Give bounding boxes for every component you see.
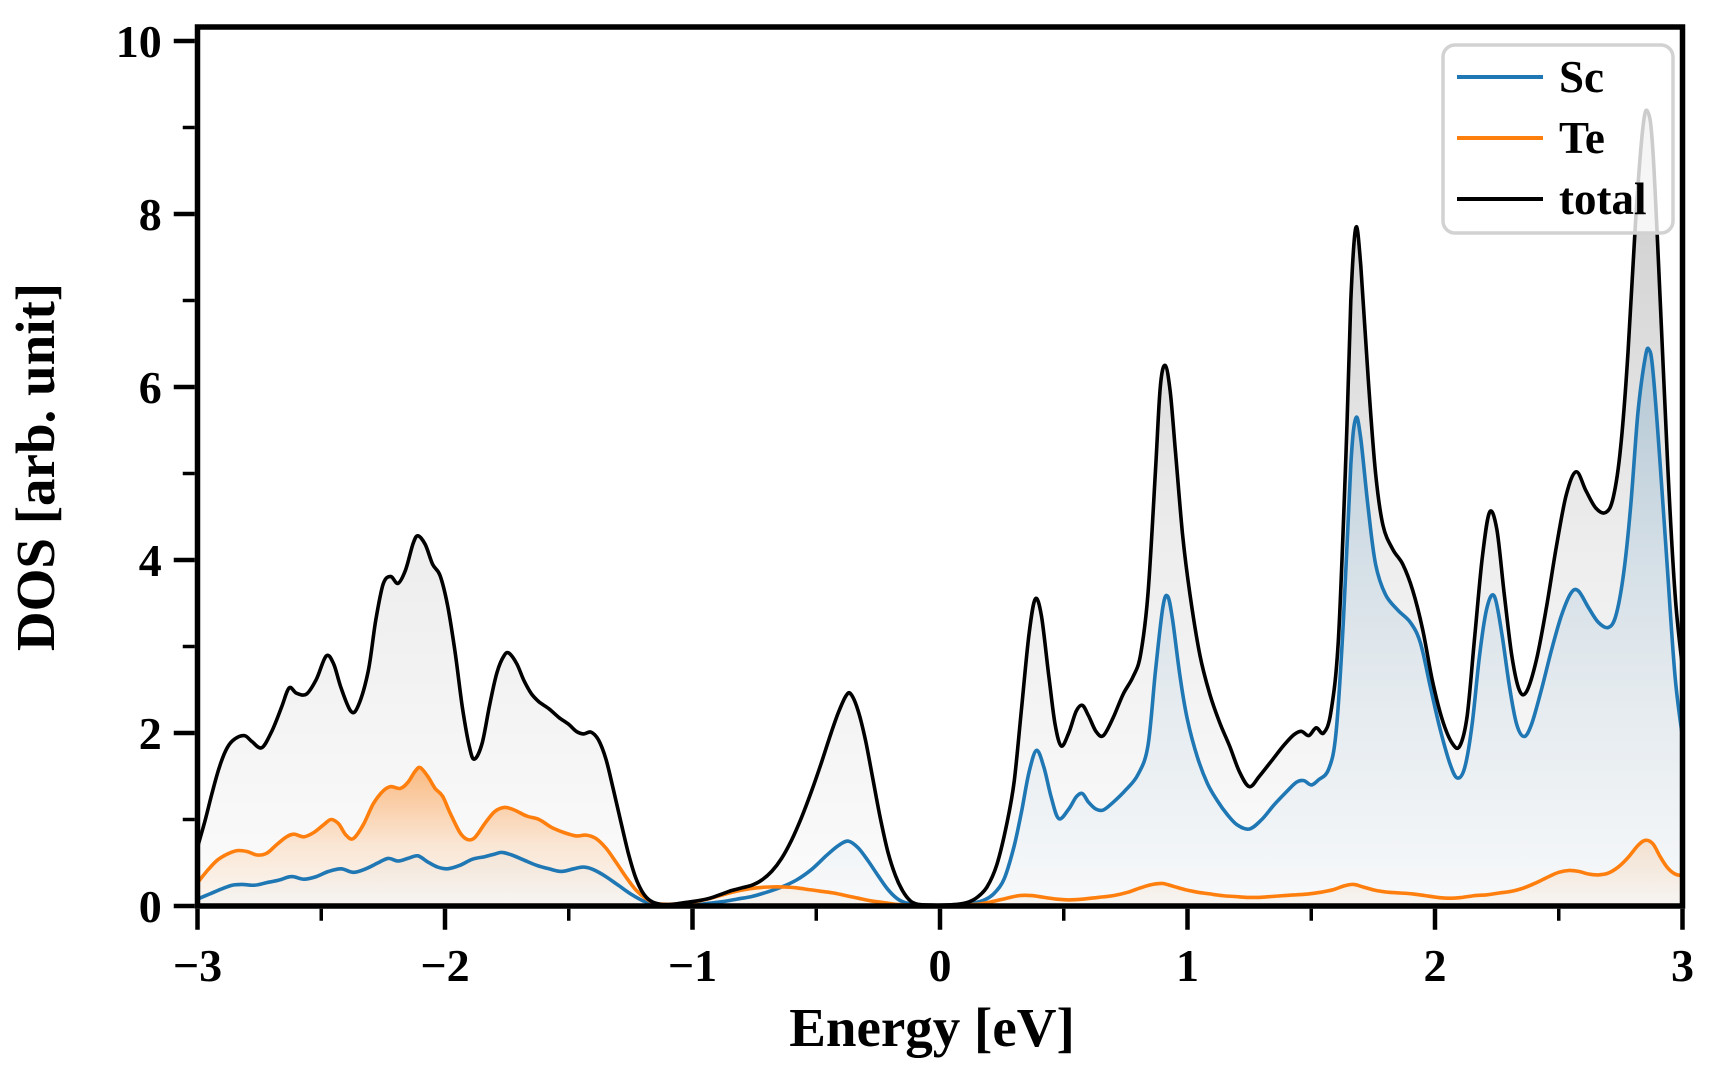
x-tick-label: −3 [173,940,222,991]
legend-label-te: Te [1559,113,1605,163]
x-tick-label: 3 [1671,940,1694,991]
x-tick-label: 0 [929,940,952,991]
y-tick-label: 4 [139,535,162,586]
x-tick-label: 1 [1176,940,1199,991]
legend-entry-sc: Sc [1457,52,1604,102]
legend-box [1441,43,1675,235]
plot-spines [194,24,1686,909]
legend-label-total: total [1559,174,1646,224]
legend: Sc Te total [1441,43,1675,235]
y-tick-label: 0 [139,881,162,932]
x-tick-label: −1 [668,940,717,991]
series-sc-area [197,348,1683,906]
y-axis: 0 2 4 6 8 10 [116,16,195,932]
y-tick-label: 10 [116,16,162,67]
legend-entry-te: Te [1457,113,1605,163]
y-tick-label: 8 [139,189,162,240]
series-total-line [197,108,1683,908]
series-te-line [197,765,1683,908]
axes: −3 −2 −1 0 1 2 3 0 2 4 6 8 10 [116,16,1694,991]
x-tick-label: 2 [1424,940,1447,991]
legend-entry-total: total [1457,174,1646,224]
series-sc-line [197,346,1683,908]
y-tick-label: 2 [139,708,162,759]
plot-area [197,108,1683,908]
y-axis-title: DOS [arb. unit] [5,283,66,651]
y-tick-label: 6 [139,362,162,413]
legend-label-sc: Sc [1559,52,1604,102]
x-tick-label: −2 [420,940,469,991]
x-axis-title: Energy [eV] [789,997,1075,1058]
x-axis: −3 −2 −1 0 1 2 3 [173,908,1694,991]
